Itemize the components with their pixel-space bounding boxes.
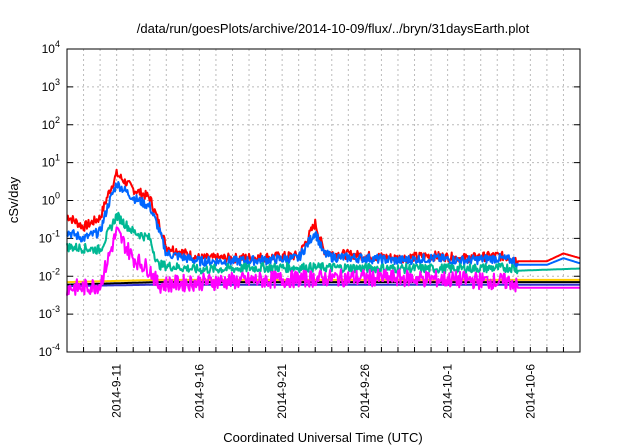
x-tick-label: 2014-10-1 [441,364,455,419]
y-tick-label: 102 [42,115,60,132]
y-tick-exponent: -1 [52,228,60,238]
x-tick-label: 2014-9-21 [275,364,289,419]
y-tick-label: 10-4 [39,342,60,359]
y-axis-label: cSv/day [6,176,21,223]
y-tick-base: 10 [42,118,56,132]
y-tick-base: 10 [42,194,56,208]
y-tick-base: 10 [39,269,53,283]
y-tick-label: 10-3 [39,304,60,321]
y-tick-exponent: 1 [55,153,60,163]
series-line [66,181,581,269]
y-tick-label: 100 [42,191,60,208]
x-tick-label: 2014-10-6 [523,364,537,419]
x-tick-label: 2014-9-26 [358,364,372,419]
x-axis-label: Coordinated Universal Time (UTC) [223,430,422,445]
x-tick-label: 2014-9-16 [192,364,206,419]
plot-frame [66,48,581,353]
x-tick-label: 2014-9-11 [110,364,124,418]
series-lines [66,168,581,296]
y-tick-base: 10 [39,307,53,321]
series-line [66,226,581,296]
y-tick-base: 10 [42,80,56,94]
y-tick-exponent: 2 [55,115,60,125]
y-tick-exponent: 4 [55,39,60,49]
y-tick-exponent: -2 [52,266,60,276]
y-tick-exponent: 0 [55,191,60,201]
y-tick-base: 10 [42,42,56,56]
y-tick-label: 10-2 [39,266,60,283]
y-tick-base: 10 [42,156,56,170]
y-tick-base: 10 [39,231,53,245]
x-tick-labels: 2014-9-11 2014-9-16 2014-9-21 2014-9-26 2014… [110,364,538,419]
y-tick-label: 104 [42,39,60,56]
chart-title: /data/run/goesPlots/archive/2014-10-09/f… [137,21,530,36]
series-line [66,211,581,275]
y-tick-exponent: -3 [52,304,60,314]
y-tick-label: 103 [42,77,60,94]
y-tick-base: 10 [39,345,53,359]
y-tick-label: 10-1 [39,228,60,245]
y-tick-exponent: -4 [52,342,60,352]
y-tick-exponent: 3 [55,77,60,87]
y-tick-label: 101 [42,153,60,170]
